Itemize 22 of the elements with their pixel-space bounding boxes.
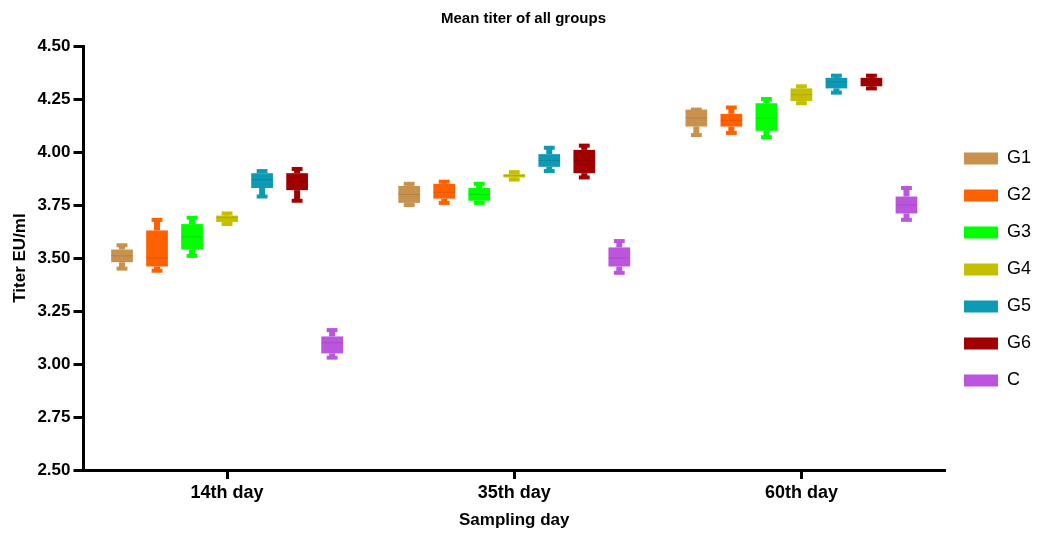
legend-label: G4 <box>1006 258 1031 279</box>
legend-label: G2 <box>1006 184 1031 205</box>
y-tick-label: 3.00 <box>37 353 71 373</box>
y-tick-label: 4.50 <box>37 35 71 55</box>
x-tick-label: 60th day <box>764 481 838 502</box>
y-tick-label: 3.25 <box>37 300 71 320</box>
y-tick-label: 2.75 <box>37 406 71 426</box>
chart-title: Mean titer of all groups <box>440 9 607 27</box>
y-tick-label: 2.50 <box>37 459 71 479</box>
y-tick-label: 3.50 <box>37 247 71 267</box>
y-tick-label: 4.00 <box>37 141 71 161</box>
legend-label: G6 <box>1006 332 1031 353</box>
x-tick-label: 35th day <box>477 481 551 502</box>
legend-label: G5 <box>1006 295 1031 316</box>
y-axis-title: Titer EU/ml <box>9 213 29 303</box>
x-tick-label: 14th day <box>190 481 264 502</box>
y-tick-label: 4.25 <box>37 88 71 108</box>
legend-label: C <box>1006 369 1020 390</box>
x-axis-title: Sampling day <box>458 510 571 530</box>
legend-label: G1 <box>1006 147 1031 168</box>
legend-label: G3 <box>1006 221 1031 242</box>
y-tick-label: 3.75 <box>37 194 71 214</box>
